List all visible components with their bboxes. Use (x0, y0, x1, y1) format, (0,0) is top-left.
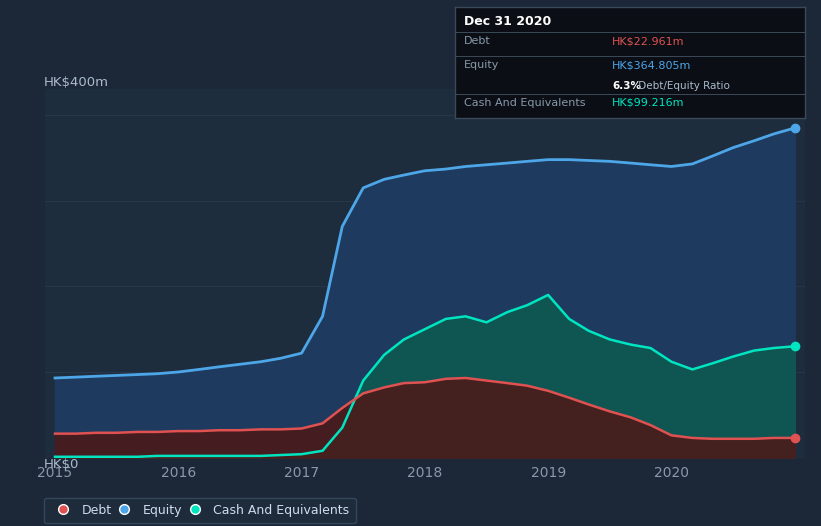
Text: Equity: Equity (464, 60, 499, 70)
Text: HK$364.805m: HK$364.805m (612, 60, 691, 70)
Text: HK$0: HK$0 (44, 458, 79, 471)
Legend: Debt, Equity, Cash And Equivalents: Debt, Equity, Cash And Equivalents (44, 498, 355, 523)
Text: Debt/Equity Ratio: Debt/Equity Ratio (635, 82, 730, 92)
Text: Debt: Debt (464, 36, 490, 46)
Text: HK$22.961m: HK$22.961m (612, 36, 685, 46)
Text: HK$99.216m: HK$99.216m (612, 98, 685, 108)
Text: Dec 31 2020: Dec 31 2020 (464, 15, 551, 28)
Text: 6.3%: 6.3% (612, 82, 641, 92)
Text: Cash And Equivalents: Cash And Equivalents (464, 98, 585, 108)
Text: HK$400m: HK$400m (44, 76, 108, 89)
